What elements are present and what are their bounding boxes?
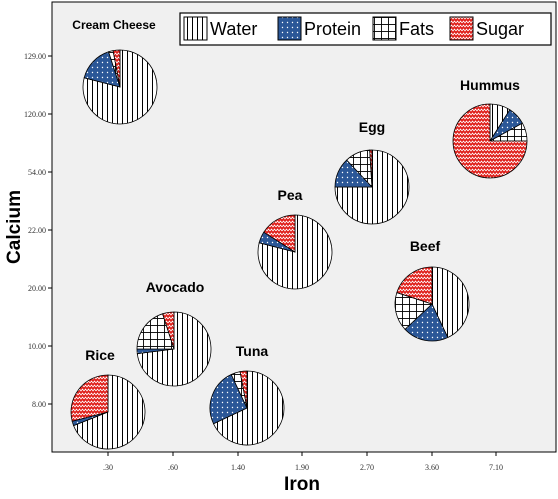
slice-rice-water	[73, 374, 146, 450]
label-cream-cheese: Cream Cheese	[72, 18, 156, 32]
slice-pea-water	[257, 214, 333, 290]
legend-label-fats: Fats	[399, 19, 434, 39]
slice-beef-water	[431, 266, 470, 339]
y-tick-label: 8.00	[32, 400, 46, 409]
y-tick-label: 20.00	[28, 284, 46, 293]
x-tick-label: 7.10	[489, 463, 503, 472]
pie-cream-cheese	[82, 49, 158, 125]
label-rice: Rice	[85, 347, 115, 363]
slice-avocado-fats	[136, 313, 175, 350]
x-axis: .30 .60 1.40 1.90 2.70 3.60 7.10	[103, 452, 503, 472]
legend-item-fats: Fats	[372, 16, 434, 41]
x-tick-label: .30	[103, 463, 113, 472]
label-avocado: Avocado	[146, 279, 205, 295]
slice-tuna-sugar	[239, 370, 248, 409]
legend-swatch-protein	[277, 16, 302, 41]
y-tick-label: 120.00	[24, 110, 46, 119]
slice-rice-sugar	[70, 374, 109, 422]
x-axis-title: Iron	[284, 474, 320, 495]
x-tick-label: .60	[168, 463, 178, 472]
y-tick-label: 129.00	[24, 52, 46, 61]
legend-label-sugar: Sugar	[476, 19, 524, 39]
y-tick-label: 22.00	[28, 226, 46, 235]
slice-tuna-water	[212, 370, 285, 446]
slice-avocado-sugar	[162, 311, 175, 350]
legend-item-sugar: Sugar	[449, 16, 524, 41]
label-pea: Pea	[278, 187, 303, 203]
x-tick-label: 3.60	[425, 463, 439, 472]
legend-label-protein: Protein	[304, 19, 361, 39]
label-hummus: Hummus	[460, 77, 520, 93]
pie-rice	[70, 374, 146, 450]
legend-label-water: Water	[210, 19, 257, 39]
pie-avocado	[136, 311, 212, 387]
slice-hummus-sugar	[452, 103, 528, 179]
x-tick-label: 2.70	[360, 463, 374, 472]
y-axis: 8.00 10.00 20.00 22.00 54.00 120.00 129.00	[24, 52, 52, 409]
legend-item-protein: Protein	[277, 16, 361, 41]
x-tick-label: 1.90	[295, 463, 309, 472]
pie-hummus	[452, 103, 528, 179]
slice-beef-protein	[404, 303, 449, 342]
y-tick-label: 54.00	[28, 168, 46, 177]
legend-swatch-water	[183, 16, 208, 41]
slice-beef-sugar	[396, 266, 433, 305]
slice-tuna-protein	[209, 373, 248, 425]
label-beef: Beef	[410, 238, 441, 254]
slice-cream-cheese-water	[82, 49, 158, 125]
slice-cream-cheese-sugar	[112, 49, 121, 88]
pie-egg	[334, 149, 410, 225]
label-tuna: Tuna	[236, 343, 269, 359]
legend: Water Protein Fats Sugar	[179, 12, 552, 46]
legend-item-water: Water	[183, 16, 257, 41]
pie-pea	[257, 214, 333, 290]
legend-swatch-sugar	[449, 16, 474, 41]
y-axis-title: Calcium	[4, 190, 25, 264]
pie-tuna	[209, 370, 285, 446]
pie-markers: Cream Cheese Rice Avocado Tuna Pea Egg Beef Hum…	[70, 18, 528, 450]
slice-egg-water	[334, 149, 410, 225]
legend-box	[179, 12, 552, 46]
slice-pea-sugar	[263, 214, 296, 253]
legend-swatch-fats	[372, 16, 397, 41]
y-tick-label: 10.00	[28, 342, 46, 351]
label-egg: Egg	[359, 119, 385, 135]
pie-beef	[394, 266, 470, 342]
x-tick-label: 1.40	[231, 463, 245, 472]
slice-egg-sugar	[369, 149, 373, 188]
